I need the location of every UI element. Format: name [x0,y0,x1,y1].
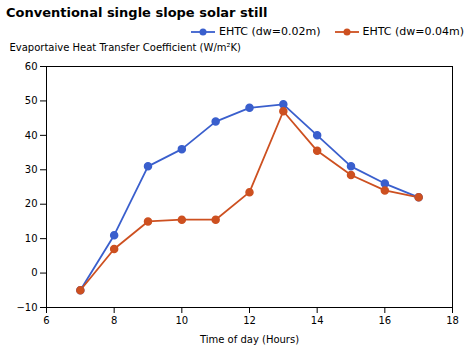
svg-text:0: 0 [31,267,37,278]
svg-text:12: 12 [243,315,256,326]
html-text:Conventional single slope sola: Conventional single slope solar still [6,5,268,20]
svg-text:20: 20 [25,198,38,209]
svg-text:10: 10 [25,233,38,244]
svg-text:50: 50 [25,95,38,106]
svg-text:16: 16 [378,315,391,326]
html-text:EHTC (dw=0.02m): EHTC (dw=0.02m) [219,25,321,38]
html-text:EHTC (dw=0.04m): EHTC (dw=0.04m) [362,25,464,38]
svg-text:14: 14 [311,315,324,326]
svg-text:60: 60 [25,61,38,72]
svg-text:8: 8 [111,315,117,326]
svg-text:30: 30 [25,164,38,175]
svg-text:18: 18 [446,315,459,326]
svg-text:−10: −10 [16,302,37,313]
svg-text:Evaportaive Heat Transfer Coef: Evaportaive Heat Transfer Coefficient (W… [10,42,242,53]
svg-text:10: 10 [175,315,188,326]
svg-text:6: 6 [43,315,49,326]
svg-text:40: 40 [25,130,38,141]
svg-text:Time of day (Hours): Time of day (Hours) [199,334,299,345]
